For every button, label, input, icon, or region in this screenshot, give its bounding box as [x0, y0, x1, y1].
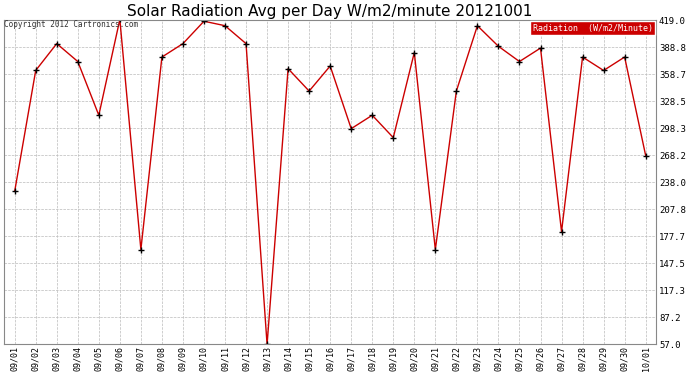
Title: Solar Radiation Avg per Day W/m2/minute 20121001: Solar Radiation Avg per Day W/m2/minute … [128, 4, 533, 19]
Text: Radiation  (W/m2/Minute): Radiation (W/m2/Minute) [533, 24, 653, 33]
Text: Copyright 2012 Cartronics.com: Copyright 2012 Cartronics.com [4, 20, 138, 29]
